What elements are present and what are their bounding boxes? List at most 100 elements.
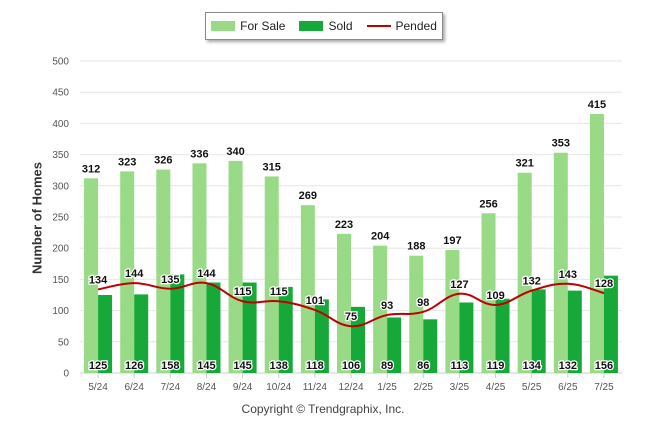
bar-sold — [98, 295, 113, 373]
bar-for-sale — [373, 245, 388, 373]
y-axis-title: Number of Homes — [29, 162, 45, 274]
data-label-for-sale: 197 — [443, 235, 461, 247]
y-tick-label: 50 — [58, 337, 70, 348]
data-label-sold: 145 — [233, 360, 251, 372]
data-label-pended: 109 — [486, 290, 504, 302]
y-tick-label: 350 — [52, 150, 69, 161]
y-tick-label: 100 — [52, 306, 69, 317]
data-label-for-sale: 223 — [335, 219, 353, 231]
bar-sold — [423, 319, 438, 373]
x-tick-label: 6/24 — [124, 382, 144, 393]
legend-item-pended: Pended — [366, 19, 437, 33]
x-tick-label: 11/24 — [303, 382, 328, 393]
bar-sold — [314, 299, 329, 373]
x-tick-label: 8/24 — [197, 382, 217, 393]
data-label-pended: 93 — [381, 300, 393, 312]
legend-label-sold: Sold — [328, 19, 353, 33]
bar-sold — [206, 282, 221, 373]
data-label-sold: 145 — [197, 360, 215, 372]
bar-for-sale — [409, 255, 424, 373]
data-label-sold: 126 — [125, 360, 143, 372]
data-label-sold: 156 — [595, 360, 613, 372]
data-label-pended: 115 — [234, 286, 252, 298]
data-label-for-sale: 326 — [154, 155, 172, 167]
bar-for-sale — [156, 169, 171, 373]
y-tick-label: 0 — [63, 369, 69, 380]
data-label-sold: 138 — [270, 360, 288, 372]
bar-for-sale — [300, 205, 315, 373]
legend-item-sold: Sold — [299, 19, 353, 33]
bar-for-sale — [337, 233, 351, 373]
copyright-text: Copyright © Trendgraphix, Inc. — [241, 402, 405, 416]
bar-sold — [459, 302, 474, 373]
data-label-for-sale: 323 — [118, 156, 136, 168]
data-label-for-sale: 269 — [299, 190, 317, 202]
sold-swatch — [299, 21, 324, 31]
data-label-pended: 101 — [306, 295, 324, 307]
data-label-sold: 89 — [381, 360, 393, 372]
bar-for-sale — [589, 114, 604, 373]
data-label-pended: 132 — [522, 276, 540, 288]
pended-swatch — [366, 25, 391, 27]
data-label-pended: 143 — [559, 269, 577, 281]
data-label-sold: 113 — [451, 360, 469, 372]
data-label-for-sale: 336 — [190, 148, 208, 160]
bar-for-sale — [84, 178, 99, 373]
legend-label-for-sale: For Sale — [240, 19, 286, 33]
pended-line — [97, 281, 605, 328]
bar-sold — [567, 290, 582, 373]
bar-for-sale — [192, 163, 207, 373]
data-label-pended: 98 — [417, 297, 429, 309]
data-label-for-sale: 340 — [226, 146, 244, 158]
data-label-pended: 144 — [197, 268, 216, 280]
data-label-sold: 119 — [487, 360, 505, 372]
x-tick-label: 7/25 — [594, 382, 614, 393]
x-tick-label: 6/25 — [558, 382, 578, 393]
bar-sold — [387, 317, 402, 373]
bar-for-sale — [120, 171, 135, 373]
x-tick-label: 4/25 — [486, 382, 506, 393]
data-label-pended: 127 — [450, 279, 468, 291]
data-label-for-sale: 188 — [407, 241, 425, 253]
data-label-pended: 134 — [89, 274, 108, 286]
data-label-sold: 132 — [559, 360, 577, 372]
data-label-for-sale: 321 — [515, 158, 533, 170]
y-tick-label: 500 — [52, 57, 69, 68]
bar-for-sale — [228, 160, 243, 373]
data-label-sold: 106 — [342, 360, 360, 372]
legend-label-pended: Pended — [395, 19, 437, 33]
data-label-for-sale: 204 — [371, 231, 390, 243]
data-label-for-sale: 315 — [263, 161, 281, 173]
data-label-for-sale: 353 — [552, 138, 570, 150]
bar-for-sale — [445, 250, 460, 373]
legend-item-for-sale: For Sale — [211, 19, 285, 33]
bar-for-sale — [481, 213, 496, 373]
bar-sold — [170, 274, 185, 373]
x-tick-label: 1/25 — [377, 382, 397, 393]
data-label-sold: 134 — [522, 360, 541, 372]
bar-sold — [603, 275, 618, 373]
y-tick-label: 400 — [52, 119, 69, 130]
x-tick-label: 5/25 — [522, 382, 542, 393]
y-tick-label: 300 — [52, 181, 69, 192]
y-tick-label: 450 — [52, 88, 69, 99]
bar-for-sale — [264, 176, 279, 373]
data-label-sold: 118 — [306, 360, 324, 372]
data-label-pended: 128 — [595, 278, 613, 290]
x-tick-label: 5/24 — [88, 382, 108, 393]
bar-sold — [242, 282, 257, 373]
data-label-pended: 144 — [125, 268, 144, 280]
data-label-for-sale: 256 — [479, 198, 497, 210]
data-label-pended: 115 — [270, 286, 288, 298]
y-tick-label: 150 — [52, 275, 69, 286]
bar-sold — [134, 294, 149, 373]
bar-sold — [278, 286, 293, 373]
y-tick-label: 250 — [52, 213, 69, 224]
bar-sold — [531, 289, 546, 373]
x-tick-label: 2/25 — [414, 382, 434, 393]
bar-sold — [495, 298, 510, 373]
data-label-pended: 75 — [345, 311, 357, 323]
x-tick-label: 9/24 — [233, 382, 253, 393]
data-label-sold: 158 — [161, 360, 179, 372]
x-tick-label: 7/24 — [161, 382, 181, 393]
